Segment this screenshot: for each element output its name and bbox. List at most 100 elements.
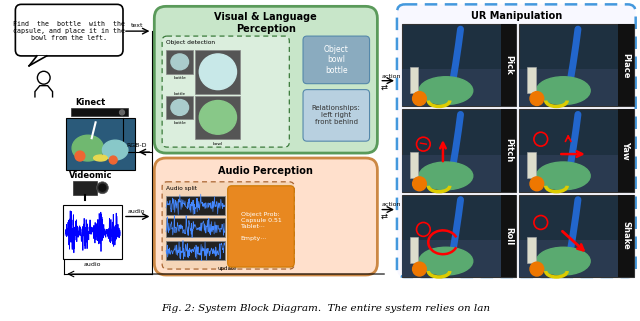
Text: text: text — [131, 23, 143, 28]
Bar — [500, 24, 516, 107]
Bar — [410, 67, 419, 92]
Polygon shape — [29, 56, 47, 66]
FancyBboxPatch shape — [162, 36, 289, 147]
Bar — [195, 50, 241, 94]
Bar — [410, 237, 419, 263]
Circle shape — [530, 91, 544, 106]
Text: Find  the  bottle  with  the
capsule, and place it in the
bowl from the left.: Find the bottle with the capsule, and pl… — [13, 21, 125, 41]
Ellipse shape — [199, 54, 237, 90]
Bar — [402, 195, 516, 277]
Bar — [519, 109, 634, 192]
Text: ⇄: ⇄ — [380, 83, 387, 92]
Text: Kinect: Kinect — [76, 99, 106, 108]
Circle shape — [530, 262, 544, 276]
Text: Videomic: Videomic — [69, 171, 113, 180]
Bar — [527, 152, 536, 178]
Bar — [195, 96, 241, 139]
Bar — [618, 24, 634, 107]
FancyBboxPatch shape — [15, 4, 123, 56]
Text: Audio split: Audio split — [166, 186, 197, 191]
Bar — [402, 240, 516, 277]
Ellipse shape — [171, 54, 189, 70]
FancyBboxPatch shape — [154, 158, 378, 275]
Bar — [527, 237, 536, 263]
Ellipse shape — [102, 140, 128, 160]
Text: action: action — [381, 74, 401, 79]
Bar — [166, 241, 225, 260]
Bar — [500, 109, 516, 192]
Ellipse shape — [72, 135, 104, 161]
Text: Pitch: Pitch — [504, 138, 513, 163]
Text: Shake: Shake — [621, 221, 630, 250]
Ellipse shape — [199, 100, 237, 134]
Ellipse shape — [419, 162, 473, 190]
FancyBboxPatch shape — [303, 36, 369, 84]
Text: Pick: Pick — [504, 56, 513, 75]
FancyBboxPatch shape — [228, 186, 294, 267]
Circle shape — [120, 110, 124, 115]
Text: Yaw: Yaw — [621, 141, 630, 160]
Text: Object detection: Object detection — [166, 40, 215, 45]
Text: Object Prob:
Capsule 0.51
Tablet···

Empty···: Object Prob: Capsule 0.51 Tablet··· Empt… — [241, 212, 282, 240]
Text: Roll: Roll — [504, 227, 513, 245]
Text: bottle: bottle — [173, 121, 186, 125]
Text: update: update — [218, 266, 237, 271]
Circle shape — [75, 151, 85, 161]
Text: Place: Place — [621, 53, 630, 78]
Bar — [618, 109, 634, 192]
FancyBboxPatch shape — [154, 6, 378, 153]
Text: ⇄: ⇄ — [380, 212, 387, 221]
Ellipse shape — [419, 77, 473, 105]
Bar — [519, 240, 634, 277]
Text: bowl: bowl — [212, 142, 223, 146]
Text: Audio Perception: Audio Perception — [218, 166, 314, 176]
Bar — [618, 195, 634, 277]
Bar — [410, 152, 419, 178]
Bar — [402, 69, 516, 107]
Bar — [166, 96, 193, 119]
Ellipse shape — [536, 247, 590, 275]
Text: UR Manipulation: UR Manipulation — [470, 11, 562, 21]
Ellipse shape — [171, 100, 189, 115]
FancyBboxPatch shape — [303, 90, 369, 141]
Bar — [166, 50, 193, 74]
Circle shape — [97, 182, 108, 194]
Bar — [519, 24, 634, 107]
Circle shape — [530, 177, 544, 191]
Ellipse shape — [536, 162, 590, 190]
Bar — [166, 219, 225, 237]
Circle shape — [413, 177, 426, 191]
Text: bottle: bottle — [173, 76, 186, 80]
Text: audio: audio — [128, 209, 145, 213]
Circle shape — [109, 156, 117, 164]
FancyBboxPatch shape — [397, 4, 636, 277]
Text: Relationships:
left right
front behind: Relationships: left right front behind — [312, 105, 361, 126]
Circle shape — [99, 184, 106, 191]
Circle shape — [413, 262, 426, 276]
Bar — [73, 181, 97, 195]
Text: Object
bowl
bottle: Object bowl bottle — [324, 45, 349, 75]
Bar — [63, 204, 122, 259]
Circle shape — [413, 91, 426, 106]
Bar — [527, 67, 536, 92]
Bar — [71, 108, 128, 117]
Text: RGB-D: RGB-D — [127, 143, 147, 148]
Bar — [500, 195, 516, 277]
Text: Visual & Language
Perception: Visual & Language Perception — [214, 13, 317, 34]
Ellipse shape — [536, 77, 590, 105]
Text: Fig. 2: System Block Diagram.  The entire system relies on lan: Fig. 2: System Block Diagram. The entire… — [161, 304, 490, 313]
Bar — [519, 69, 634, 107]
Text: audio: audio — [84, 262, 101, 267]
Bar — [402, 109, 516, 192]
Ellipse shape — [419, 247, 473, 275]
Bar — [67, 118, 135, 170]
Bar — [402, 24, 516, 107]
Text: action: action — [381, 202, 401, 207]
Bar — [519, 195, 634, 277]
Bar — [519, 155, 634, 192]
Bar — [166, 196, 225, 214]
Bar — [402, 155, 516, 192]
FancyBboxPatch shape — [162, 182, 294, 269]
Text: bottle: bottle — [173, 91, 186, 96]
Ellipse shape — [93, 155, 108, 161]
